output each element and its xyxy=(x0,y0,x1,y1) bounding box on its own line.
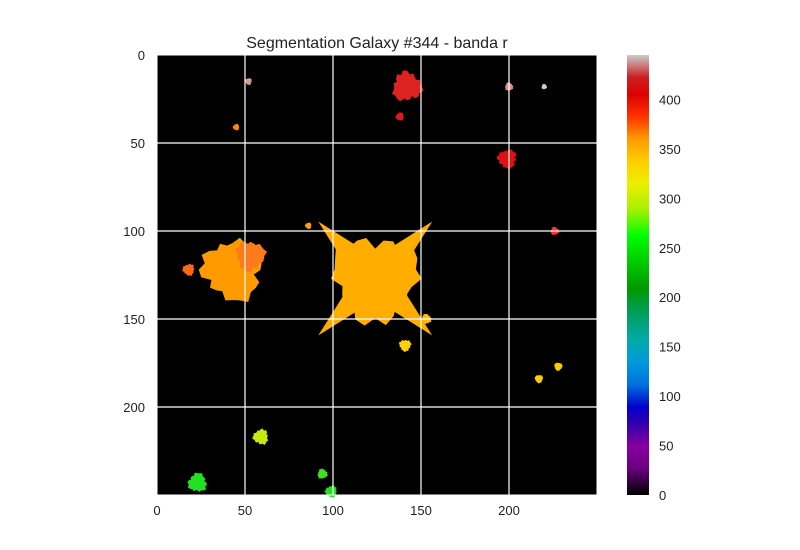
plot-area xyxy=(156,54,598,498)
segment-pink-small-2 xyxy=(541,83,548,90)
segment-pink-small-1 xyxy=(244,77,252,86)
segment-orange-dot-2 xyxy=(304,222,312,230)
segment-yellow-green-blob xyxy=(252,428,269,445)
colorbar-tick-label: 400 xyxy=(659,92,681,107)
colorbar-tick-label: 0 xyxy=(659,488,666,503)
segment-top-red-blob xyxy=(391,70,424,102)
colorbar-tick-label: 50 xyxy=(659,439,673,454)
segment-yellow-elongated xyxy=(399,339,412,353)
x-tick-label: 150 xyxy=(410,503,432,518)
colorbar-tick-label: 100 xyxy=(659,389,681,404)
colorbar-tick-label: 150 xyxy=(659,340,681,355)
y-axis: 0 50 100 150 200 xyxy=(123,48,145,415)
colorbar: 0 50 100 150 200 250 300 350 400 xyxy=(627,55,681,503)
segment-yellow-small xyxy=(534,374,543,384)
segment-green-blob-bottom-left xyxy=(187,472,207,492)
segment-right-red-blob xyxy=(496,149,517,170)
segment-left-satellite xyxy=(182,263,195,276)
colorbar-tick-label: 350 xyxy=(659,142,681,157)
colorbar-gradient xyxy=(627,55,649,495)
segment-green-small xyxy=(317,468,328,479)
y-tick-label: 0 xyxy=(138,48,145,63)
segment-left-galaxy-core xyxy=(235,241,268,273)
segment-orange-dot-1 xyxy=(232,123,240,131)
colorbar-tick-label: 300 xyxy=(659,191,681,206)
x-tick-label: 200 xyxy=(498,503,520,518)
colorbar-tick-label: 200 xyxy=(659,290,681,305)
segment-yellow-small-2 xyxy=(554,362,563,372)
colorbar-ticks: 0 50 100 150 200 250 300 350 400 xyxy=(659,92,681,503)
y-tick-label: 150 xyxy=(123,312,145,327)
plot-frame xyxy=(156,54,598,496)
chart-title: Segmentation Galaxy #344 - banda r xyxy=(246,35,508,52)
y-tick-label: 100 xyxy=(123,224,145,239)
x-tick-label: 100 xyxy=(322,503,344,518)
colorbar-tick-label: 250 xyxy=(659,241,681,256)
x-axis: 0 50 100 150 200 xyxy=(153,503,519,518)
segment-layer xyxy=(182,70,563,498)
y-tick-label: 200 xyxy=(123,400,145,415)
x-tick-label: 50 xyxy=(238,503,252,518)
x-tick-label: 0 xyxy=(153,503,160,518)
y-tick-label: 50 xyxy=(131,136,145,151)
segment-small-red-dot xyxy=(395,112,404,121)
grid-lines xyxy=(157,55,597,495)
